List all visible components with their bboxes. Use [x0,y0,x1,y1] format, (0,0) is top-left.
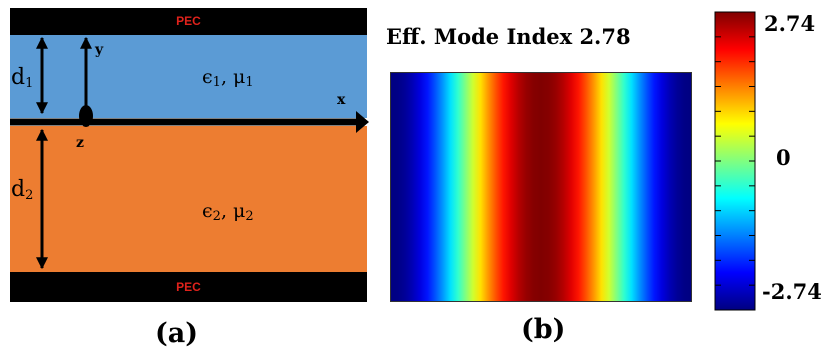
field-profile-panel: Eff. Mode Index 2.78 [386,20,704,304]
thickness-symbol: d [11,65,26,90]
z-axis-label: z [76,135,84,151]
thickness-subscript: 2 [25,188,34,203]
colorbar-max-label: 2.74 [764,11,816,36]
pec-bottom-plate: PEC [10,272,367,302]
epsilon-symbol: ϵ [202,66,213,88]
caption-b: (b) [521,314,566,345]
thickness-2-label: d2 [11,177,33,203]
mu-symbol: μ [233,66,246,88]
separator: , [220,66,234,88]
x-axis-label: x [337,92,346,108]
layer-2-label: ϵ2, μ2 [202,200,254,224]
thickness-1-label: d1 [11,65,33,91]
epsilon-symbol: ϵ [202,200,213,222]
colorbar-mid-label: 0 [776,145,791,170]
epsilon-subscript: 1 [212,75,221,90]
field-profile-title: Eff. Mode Index 2.78 [386,24,631,49]
x-axis-arrow [356,111,369,133]
separator: , [220,200,234,222]
epsilon-subscript: 2 [212,209,221,224]
mu-symbol: μ [233,200,246,222]
caption-a: (a) [155,318,199,349]
pec-top-label: PEC [176,14,201,28]
field-profile-map [390,72,692,302]
colorbar-gradient [714,11,756,311]
pec-bottom-label: PEC [176,280,201,294]
field-map-frame [390,72,692,302]
layer-2-region [10,126,367,272]
diagram-overlay [10,36,369,270]
waveguide-diagram: PEC PEC ϵ1, μ1 ϵ2, μ2 d1 d2 y z x [10,8,369,302]
pec-top-plate: PEC [10,8,367,35]
layer-1-label: ϵ1, μ1 [202,66,254,90]
y-axis-label: y [95,42,104,58]
mu-subscript: 2 [245,209,254,224]
colorbar: 2.74 0 -2.74 [714,11,832,316]
thickness-subscript: 1 [25,76,34,91]
thickness-symbol: d [11,177,26,202]
colorbar-min-label: -2.74 [762,279,822,304]
layer-1-region [10,35,367,118]
colorbar-fill [714,11,756,311]
mu-subscript: 1 [245,75,254,90]
z-axis-dot [79,105,93,127]
field-intensity-fill [390,72,692,302]
